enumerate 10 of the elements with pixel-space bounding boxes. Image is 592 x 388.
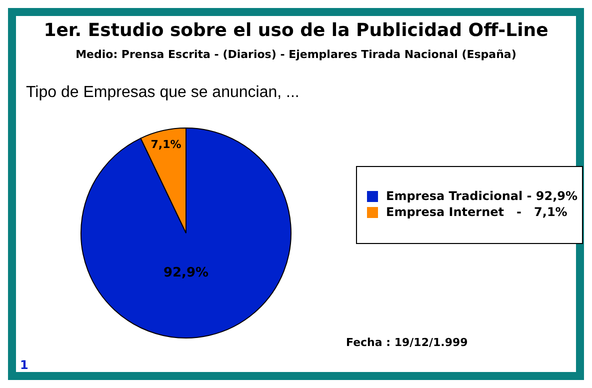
data-label: 7,1% bbox=[150, 138, 182, 151]
legend-title: Tipo de Empresas que se anuncian, ... bbox=[26, 84, 300, 102]
text: Fecha : 19/12/1.999 bbox=[346, 336, 468, 349]
data-label: 92,9% bbox=[163, 266, 209, 281]
legend-label: Empresa Internet - 7,1% bbox=[386, 205, 568, 219]
pie-slice bbox=[80, 128, 292, 338]
chart-subtitle: Medio: Prensa Escrita - (Diarios) - Ejemplares Tirada Nacional (España) bbox=[74, 48, 518, 61]
legend-label: Empresa Tradicional - 92,9% bbox=[386, 189, 578, 203]
chart-title: 1er. Estudio sobre el uso de la Publicidad Off-Line bbox=[42, 20, 550, 41]
text: 1 bbox=[20, 358, 28, 372]
